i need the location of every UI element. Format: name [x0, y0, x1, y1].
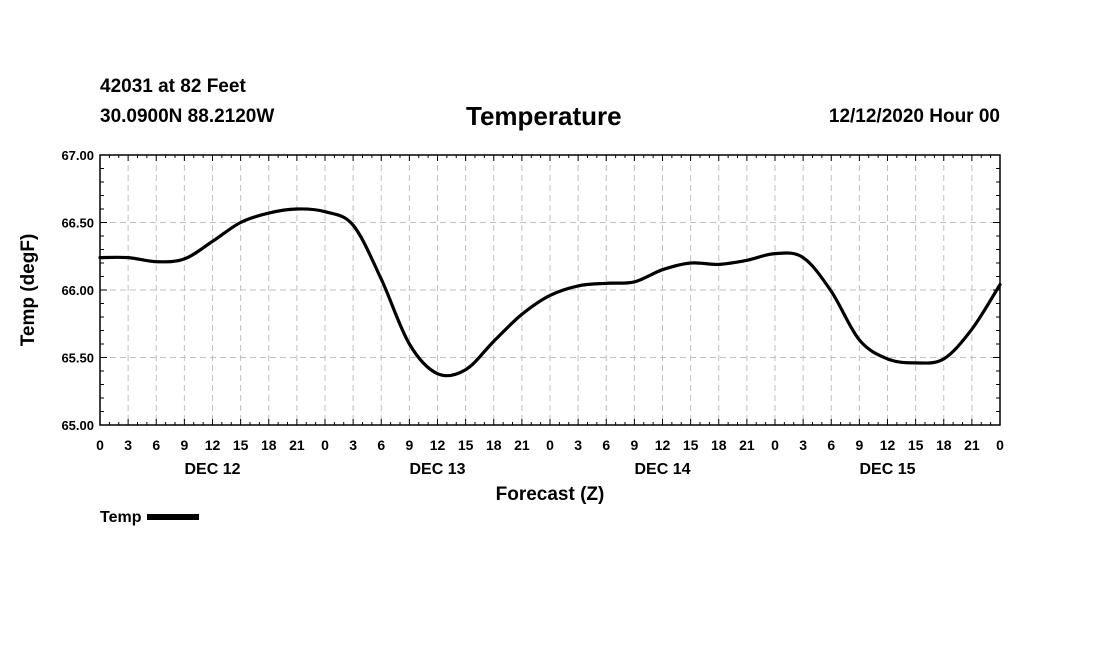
y-tick-label: 67.00: [61, 148, 94, 163]
x-axis-title: Forecast (Z): [496, 484, 605, 505]
day-label: DEC 13: [409, 461, 465, 478]
axis-tick-labels: 0 3 6 9 12 15 18 21 0 3 6 9 12 15 18 21 0 3 6 9 12 15 18 21 0 3 6 9…: [61, 148, 1004, 478]
x-tick-label: 0: [771, 437, 779, 453]
x-tick-label: 21: [289, 437, 305, 453]
x-tick-label: 3: [574, 437, 582, 453]
x-tick-label: 15: [908, 437, 924, 453]
x-tick-label: 15: [233, 437, 249, 453]
x-tick-label: 18: [486, 437, 502, 453]
x-tick-label: 21: [964, 437, 980, 453]
y-tick-label: 66.00: [61, 283, 94, 298]
x-tick-label: 0: [546, 437, 554, 453]
x-tick-label: 9: [855, 437, 863, 453]
x-tick-label: 3: [124, 437, 132, 453]
x-tick-label: 9: [630, 437, 638, 453]
legend-swatch: [147, 513, 200, 520]
y-tick-label: 65.00: [61, 418, 94, 433]
x-tick-label: 0: [321, 437, 329, 453]
x-tick-label: 12: [880, 437, 896, 453]
x-tick-label: 15: [683, 437, 699, 453]
x-tick-label: 0: [996, 437, 1004, 453]
chart-title: Temperature: [466, 101, 622, 131]
x-tick-label: 15: [458, 437, 474, 453]
x-tick-label: 6: [377, 437, 385, 453]
x-tick-label: 12: [655, 437, 671, 453]
day-label: DEC 15: [859, 461, 915, 478]
temp-series-line: [98, 207, 1002, 378]
station-label: 42031 at 82 Feet: [100, 76, 246, 97]
x-tick-label: 21: [514, 437, 530, 453]
grid: [100, 155, 1000, 425]
x-tick-label: 9: [180, 437, 188, 453]
x-tick-label: 3: [799, 437, 807, 453]
x-tick-label: 12: [430, 437, 446, 453]
legend: Temp: [100, 509, 200, 527]
y-tick-label: 66.50: [61, 216, 94, 231]
day-label: DEC 12: [184, 461, 240, 478]
forecast-run-time: 12/12/2020 Hour 00: [828, 106, 1000, 127]
x-tick-label: 18: [711, 437, 727, 453]
x-tick-label: 0: [96, 437, 104, 453]
x-tick-label: 18: [261, 437, 277, 453]
y-axis-title: Temp (degF): [18, 234, 39, 347]
legend-label: Temp: [100, 509, 142, 526]
x-tick-label: 3: [349, 437, 357, 453]
x-tick-label: 9: [405, 437, 413, 453]
x-tick-label: 6: [827, 437, 835, 453]
x-tick-label: 12: [205, 437, 221, 453]
day-label: DEC 14: [634, 461, 690, 478]
y-tick-label: 65.50: [61, 351, 94, 366]
x-tick-label: 18: [936, 437, 952, 453]
x-tick-label: 6: [152, 437, 160, 453]
x-tick-label: 6: [602, 437, 610, 453]
x-tick-label: 21: [739, 437, 755, 453]
axis-ticks: [99, 154, 1001, 426]
station-coordinates: 30.0900N 88.2120W: [100, 106, 275, 127]
